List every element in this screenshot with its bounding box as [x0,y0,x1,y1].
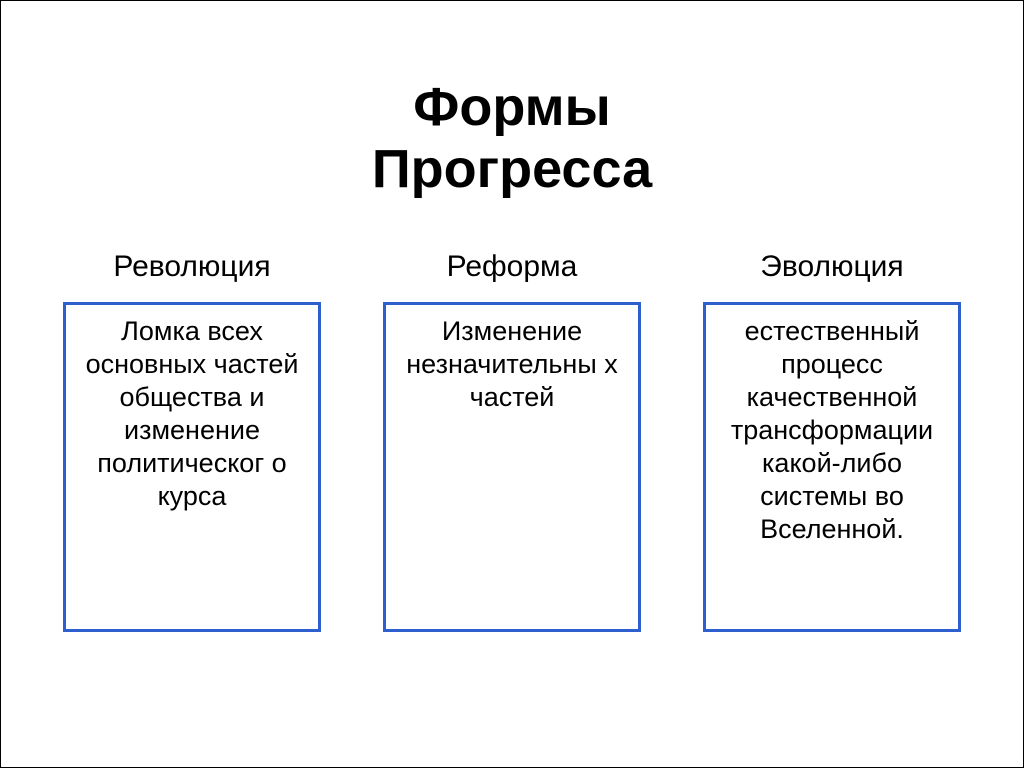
box-revolution: Ломка всех основных частей общества и из… [63,302,321,632]
title-line-2: Прогресса [1,138,1023,200]
box-text-reform: Изменение незначительны х частей [400,315,624,414]
box-text-revolution: Ломка всех основных частей общества и из… [80,315,304,513]
title-block: Формы Прогресса [1,76,1023,200]
box-text-evolution: естественный процесс качественной трансф… [720,315,944,546]
column-revolution: Революция Ломка всех основных частей общ… [63,250,321,632]
box-reform: Изменение незначительны х частей [383,302,641,632]
box-evolution: естественный процесс качественной трансф… [703,302,961,632]
column-header-evolution: Эволюция [760,250,903,284]
columns-wrap: Революция Ломка всех основных частей общ… [1,250,1023,632]
column-evolution: Эволюция естественный процесс качественн… [703,250,961,632]
column-reform: Реформа Изменение незначительны х частей [383,250,641,632]
column-header-revolution: Революция [113,250,270,284]
slide-container: Формы Прогресса Революция Ломка всех осн… [1,1,1023,767]
title-line-1: Формы [1,76,1023,138]
column-header-reform: Реформа [447,250,578,284]
